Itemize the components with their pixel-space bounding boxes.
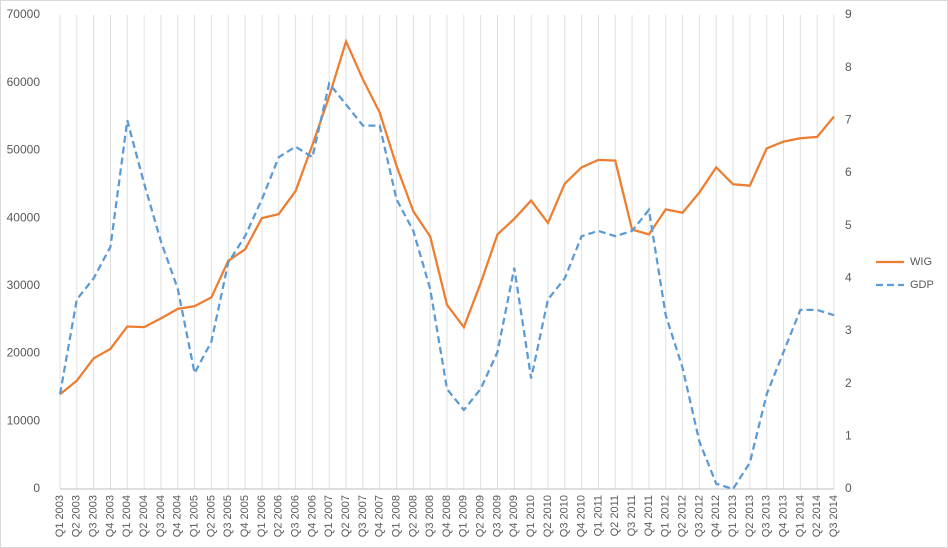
- y-tick-label: 30000: [7, 278, 41, 292]
- x-tick-label: Q2 2011: [609, 495, 621, 536]
- x-tick-label: Q2 2007: [340, 495, 352, 537]
- x-tick-label: Q1 2003: [54, 495, 66, 537]
- x-tick-label: Q1 2008: [390, 495, 402, 537]
- y2-tick-label: 3: [845, 323, 852, 337]
- x-tick-label: Q2 2004: [138, 495, 150, 537]
- y2-tick-label: 4: [845, 271, 852, 285]
- x-tick-label: Q4 2005: [239, 495, 251, 537]
- x-tick-label: Q4 2013: [777, 495, 789, 537]
- legend-label: WIG: [910, 256, 932, 268]
- x-tick-label: Q2 2003: [71, 495, 83, 537]
- x-tick-label: Q4 2004: [172, 495, 184, 537]
- x-tick-label: Q1 2014: [794, 495, 806, 537]
- x-tick-label: Q2 2005: [205, 495, 217, 537]
- x-tick-label: Q3 2011: [626, 495, 638, 536]
- x-tick-label: Q3 2012: [693, 495, 705, 537]
- x-tick-label: Q2 2012: [676, 495, 688, 537]
- x-tick-label: Q1 2009: [458, 495, 470, 537]
- x-tick-label: Q3 2008: [424, 495, 436, 537]
- x-tick-label: Q4 2008: [441, 495, 453, 537]
- x-tick-label: Q3 2005: [222, 495, 234, 537]
- x-tick-label: Q1 2007: [323, 495, 335, 537]
- y-tick-label: 70000: [7, 7, 41, 21]
- x-tick-label: Q4 2007: [374, 495, 386, 537]
- y2-tick-label: 7: [845, 113, 852, 127]
- x-tick-label: Q4 2009: [508, 495, 520, 537]
- x-tick-label: Q2 2013: [744, 495, 756, 537]
- x-tick-label: Q1 2010: [525, 495, 537, 537]
- x-tick-label: Q4 2010: [576, 495, 588, 537]
- x-tick-label: Q2 2006: [273, 495, 285, 537]
- x-tick-label: Q1 2006: [256, 495, 268, 537]
- x-tick-label: Q3 2013: [761, 495, 773, 537]
- x-tick-label: Q1 2004: [121, 495, 133, 537]
- y2-tick-label: 5: [845, 218, 852, 232]
- x-tick-label: Q4 2012: [710, 495, 722, 537]
- x-tick-label: Q1 2013: [727, 495, 739, 537]
- x-tick-label: Q3 2004: [155, 495, 167, 537]
- y-tick-label: 20000: [7, 346, 41, 360]
- y-tick-label: 50000: [7, 143, 41, 157]
- x-tick-label: Q4 2006: [306, 495, 318, 537]
- y-tick-label: 10000: [7, 413, 41, 427]
- x-tick-label: Q2 2008: [407, 495, 419, 537]
- x-tick-label: Q3 2007: [357, 495, 369, 537]
- y2-tick-label: 8: [845, 60, 852, 74]
- x-tick-label: Q1 2011: [592, 495, 604, 536]
- series-line: [59, 38, 835, 396]
- y2-tick-label: 2: [845, 376, 852, 390]
- x-tick-label: Q3 2003: [88, 495, 100, 537]
- x-tick-label: Q2 2009: [475, 495, 487, 537]
- y-tick-label: 40000: [7, 210, 41, 224]
- x-tick-label: Q1 2005: [189, 495, 201, 537]
- legend-label: GDP: [910, 279, 934, 291]
- x-tick-label: Q4 2003: [104, 495, 116, 537]
- x-tick-label: Q3 2009: [491, 495, 503, 537]
- y-tick-label: 60000: [7, 75, 41, 89]
- x-tick-label: Q4 2011: [643, 495, 655, 536]
- series-line: [58, 80, 835, 491]
- y2-tick-label: 1: [845, 429, 852, 443]
- y2-tick-label: 9: [845, 7, 852, 21]
- x-tick-label: Q3 2006: [289, 495, 301, 537]
- y2-tick-label: 0: [845, 481, 852, 495]
- x-tick-label: Q2 2010: [542, 495, 554, 537]
- x-tick-label: Q3 2014: [828, 495, 840, 537]
- y-tick-label: 0: [33, 481, 40, 495]
- x-tick-label: Q1 2012: [660, 495, 672, 537]
- y2-tick-label: 6: [845, 165, 852, 179]
- x-tick-label: Q2 2014: [811, 495, 823, 537]
- x-tick-label: Q3 2010: [559, 495, 571, 537]
